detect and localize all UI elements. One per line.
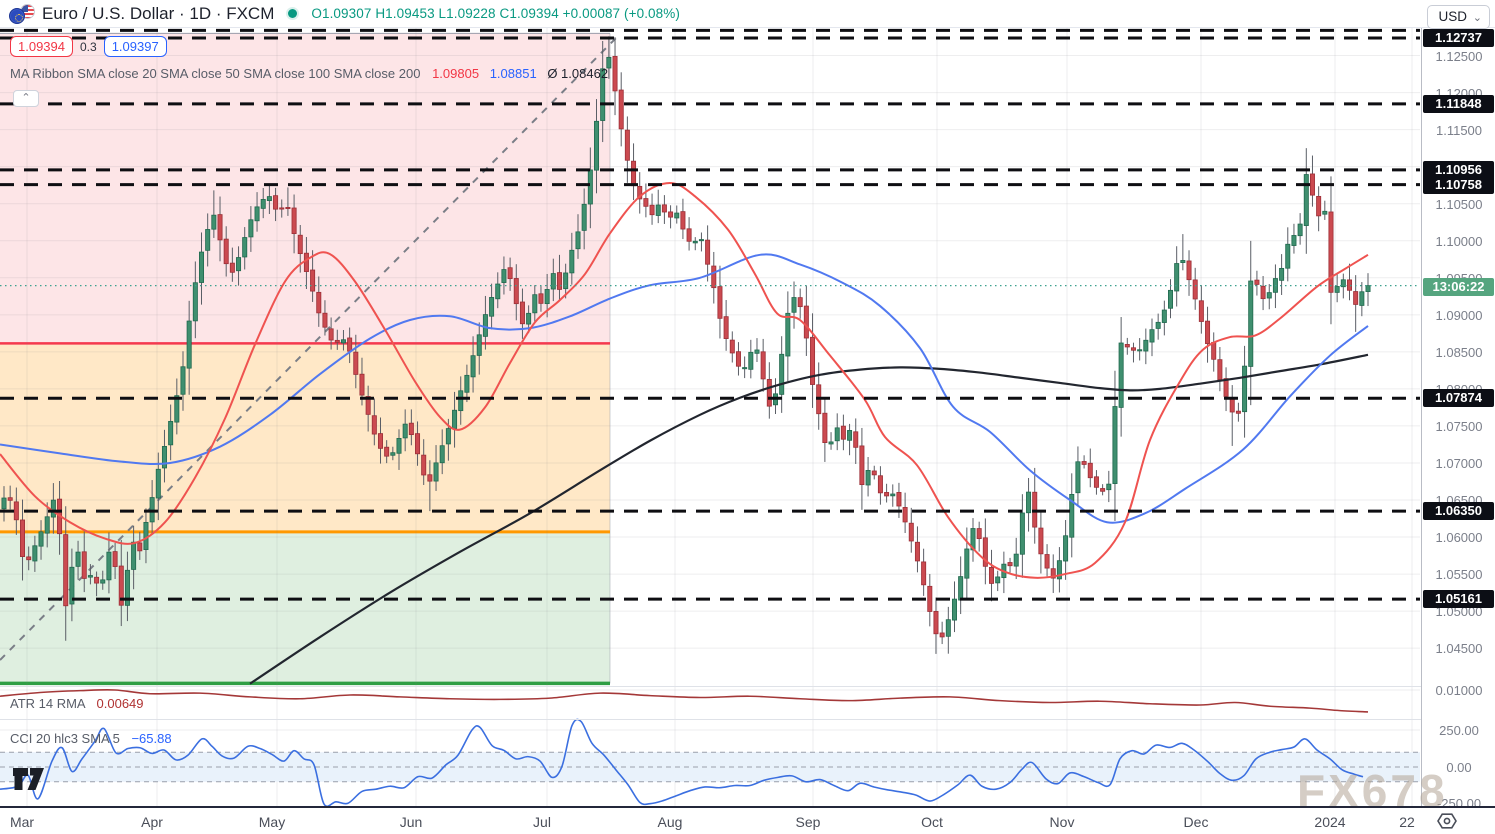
price-axis-label: 1.04500 xyxy=(1435,641,1483,657)
price-axis-label: 1.09000 xyxy=(1435,307,1483,323)
trendline xyxy=(0,35,619,661)
price-level-badge: 1.07874 xyxy=(1423,389,1494,408)
cci-line xyxy=(0,718,1364,806)
cci-axis-label: 0.00 xyxy=(1446,760,1472,775)
cci-label: CCI 20 hlc3 SMA 5 xyxy=(10,731,120,746)
cci-axis-label: 250.00 xyxy=(1439,723,1479,738)
moving-averages-layer xyxy=(0,181,1369,685)
atr-value: 0.00649 xyxy=(96,696,144,711)
sma50-line xyxy=(0,253,1369,524)
ask-price-badge[interactable]: 1.09397 xyxy=(103,36,167,57)
sma50-value: 1.08851 xyxy=(489,66,537,81)
time-axis-separator xyxy=(0,806,1495,808)
price-axis-label: 1.05500 xyxy=(1435,567,1483,583)
price-level-badge: 1.10956 xyxy=(1423,160,1494,179)
zone-band-2 xyxy=(0,531,610,684)
collapse-legend-button[interactable]: ⌃ xyxy=(13,90,39,107)
pane-separator-main-atr[interactable] xyxy=(0,686,1495,687)
ohlc-values: O1.09307 H1.09453 L1.09228 C1.09394 +0.0… xyxy=(311,6,680,21)
cci-band-layer xyxy=(0,751,1420,783)
indicator-lines-layer xyxy=(0,689,1369,806)
gear-icon[interactable] xyxy=(1437,812,1457,830)
time-axis-label: Apr xyxy=(141,814,163,830)
ma-ribbon-legend[interactable]: MA Ribbon SMA close 20 SMA close 50 SMA … xyxy=(10,66,608,81)
price-axis-label: 1.10000 xyxy=(1435,233,1483,249)
chart-header: Euro / U.S. Dollar · 1D · FXCM O1.09307 … xyxy=(0,0,1495,29)
sma20-line xyxy=(0,181,1369,579)
zone-band-1 xyxy=(0,343,610,532)
price-axis-label: 1.06000 xyxy=(1435,530,1483,546)
price-axis[interactable]: 1.125001.120001.115001.105001.100001.095… xyxy=(1421,28,1495,811)
quote-overlay: 1.09394 0.3 1.09397 xyxy=(10,36,167,57)
time-axis-label: Nov xyxy=(1049,814,1075,830)
time-axis-label: Dec xyxy=(1183,814,1209,830)
zones-layer xyxy=(0,32,611,686)
atr-axis-label: 0.01000 xyxy=(1435,683,1483,698)
cci-indicator-legend[interactable]: CCI 20 hlc3 SMA 5 −65.88 xyxy=(10,731,172,746)
time-axis-label: 2024 xyxy=(1314,814,1346,830)
sma200-line xyxy=(249,353,1369,685)
chevron-up-icon: ⌃ xyxy=(21,92,31,104)
price-level-badge: 1.12737 xyxy=(1423,29,1494,47)
price-level-badge: 1.05161 xyxy=(1423,590,1494,609)
time-axis-label: 22 xyxy=(1399,814,1415,830)
currency-select[interactable]: USD ⌄ xyxy=(1427,5,1490,29)
time-axis[interactable]: Mar Apr May Jun Jul Aug Sep Oct Nov Dec 2024 22 xyxy=(0,806,1495,834)
atr-indicator-legend[interactable]: ATR 14 RMA 0.00649 xyxy=(10,696,144,711)
price-chart-canvas[interactable] xyxy=(0,0,1421,806)
time-axis-label: Mar xyxy=(9,814,35,830)
bid-price-badge[interactable]: 1.09394 xyxy=(10,36,73,57)
currency-select-value: USD xyxy=(1438,9,1467,24)
atr-label: ATR 14 RMA xyxy=(10,696,85,711)
market-status-dot-icon xyxy=(288,9,298,18)
pair-flag-icon xyxy=(9,3,35,24)
pane-separator-atr-cci[interactable] xyxy=(0,719,1495,720)
tradingview-logo[interactable] xyxy=(13,768,47,791)
trendline-layer xyxy=(0,35,619,661)
symbol-title[interactable]: Euro / U.S. Dollar · 1D · FXCM xyxy=(42,3,275,23)
chevron-down-icon: ⌄ xyxy=(1472,12,1482,24)
price-axis-label: 1.08500 xyxy=(1435,344,1483,360)
sma20-value: 1.09805 xyxy=(432,66,480,81)
price-level-badge: 1.06350 xyxy=(1423,502,1494,521)
price-axis-label: 1.07500 xyxy=(1435,418,1483,434)
bar-countdown-badge: 13:06:22 xyxy=(1423,278,1494,296)
candles-layer xyxy=(1,36,1371,654)
price-level-badge: 1.11848 xyxy=(1423,94,1494,113)
time-axis-label: Aug xyxy=(657,814,683,830)
price-axis-label: 1.10500 xyxy=(1435,196,1483,212)
time-axis-label: May xyxy=(258,814,286,830)
ma-ribbon-label: MA Ribbon SMA close 20 SMA close 50 SMA … xyxy=(10,66,421,81)
price-axis-label: 1.11500 xyxy=(1435,122,1483,138)
spread-label: 0.3 xyxy=(80,39,97,54)
time-axis-label: Jul xyxy=(533,814,551,830)
zone-band-0 xyxy=(0,33,610,344)
time-axis-label: Oct xyxy=(921,814,943,830)
cci-value: −65.88 xyxy=(131,731,172,746)
price-axis-label: 1.12500 xyxy=(1435,48,1483,64)
ribbon-average-value: Ø 1.08462 xyxy=(547,66,609,81)
time-axis-label: Jun xyxy=(399,814,423,830)
key-levels-layer xyxy=(0,28,1420,601)
atr-line xyxy=(0,689,1369,713)
grid-layer xyxy=(0,28,1420,806)
price-axis-label: 1.07000 xyxy=(1435,455,1483,471)
price-level-badge: 1.10758 xyxy=(1423,175,1494,194)
time-axis-label: Sep xyxy=(795,814,821,830)
